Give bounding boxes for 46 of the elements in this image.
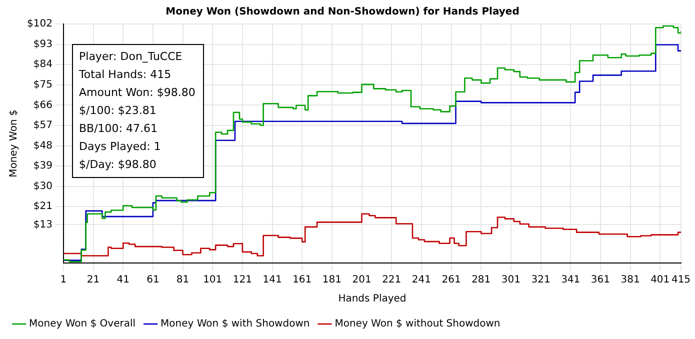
x-tick-label: 21 <box>86 274 100 286</box>
x-tick-label: 401 <box>650 274 670 286</box>
x-tick-label: 101 <box>203 274 222 286</box>
annotation: Player: Don_TuCCE <box>79 49 184 65</box>
x-tick-label: 301 <box>501 274 520 286</box>
y-axis-title: Money Won $ <box>8 110 20 178</box>
y-tick-label: $102 <box>26 18 52 30</box>
x-tick-label: 261 <box>442 274 461 286</box>
x-tick-label: 61 <box>146 274 160 286</box>
y-tick-label: $75 <box>33 79 52 90</box>
x-tick-label: 181 <box>322 274 342 286</box>
annotation: Amount Won: $98.80 <box>79 85 196 101</box>
x-tick-label: 241 <box>412 274 431 286</box>
chart-title: Money Won (Showdown and Non-Showdown) for Hands Played <box>166 6 520 18</box>
annotation: $/Day: $98.80 <box>79 157 158 173</box>
x-axis-title: Hands Played <box>338 294 406 305</box>
x-tick-label: 81 <box>176 274 190 286</box>
y-tick-label: $21 <box>33 201 52 212</box>
y-tick-label: $48 <box>33 140 52 152</box>
y-tick-label: $66 <box>33 100 52 111</box>
y-tick-label: $84 <box>33 59 52 70</box>
x-tick-label: 221 <box>382 274 402 286</box>
x-tick-label: 381 <box>620 274 640 286</box>
y-tick-label: $39 <box>33 160 52 172</box>
x-tick-label: 121 <box>232 274 252 286</box>
annotation: BB/100: 47.61 <box>79 121 158 137</box>
annotation: $/100: $23.81 <box>79 103 158 119</box>
x-tick-label: 341 <box>561 274 580 286</box>
annotation: Total Hands: 415 <box>79 67 172 83</box>
x-tick-label: 415 <box>671 274 691 286</box>
x-tick-label: 281 <box>472 274 491 286</box>
legend-label: Money Won $ without Showdown <box>334 318 500 330</box>
x-tick-label: 41 <box>116 274 130 286</box>
y-tick-label: $93 <box>33 38 52 50</box>
legend-label: Money Won $ Overall <box>29 318 136 330</box>
x-tick-label: 1 <box>60 274 67 286</box>
annotation: Days Played: 1 <box>79 139 162 155</box>
x-tick-label: 161 <box>292 274 312 286</box>
y-tick-label: $57 <box>33 120 52 132</box>
legend-label: Money Won $ with Showdown <box>160 318 310 330</box>
x-tick-label: 361 <box>590 274 610 286</box>
y-tick-label: $13 <box>33 219 52 230</box>
x-tick-label: 141 <box>262 274 282 286</box>
x-tick-label: 201 <box>352 274 372 286</box>
y-tick-label: $30 <box>33 180 52 192</box>
x-tick-label: 321 <box>531 274 550 286</box>
